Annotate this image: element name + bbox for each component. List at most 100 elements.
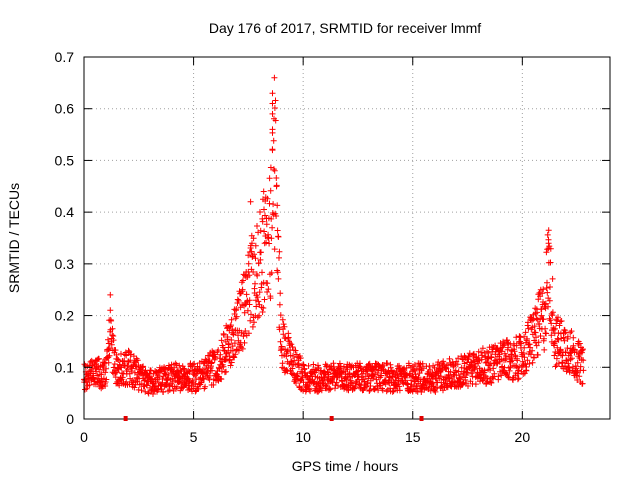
data-point	[498, 372, 505, 379]
data-point	[555, 336, 562, 343]
data-point	[202, 356, 209, 363]
data-point	[466, 353, 472, 360]
data-point	[218, 376, 225, 383]
data-point	[264, 289, 271, 295]
data-point	[333, 379, 340, 386]
data-point	[254, 223, 260, 229]
data-point	[339, 369, 345, 376]
data-point	[564, 333, 571, 340]
data-point	[220, 344, 227, 351]
data-point	[257, 256, 264, 263]
data-point	[459, 380, 466, 387]
data-point	[123, 352, 130, 359]
data-point	[112, 347, 119, 354]
data-point	[123, 378, 130, 385]
data-point	[487, 360, 494, 367]
data-point	[562, 329, 569, 336]
data-point	[277, 312, 284, 319]
data-point	[134, 357, 141, 364]
data-point	[531, 323, 538, 330]
data-point	[249, 323, 256, 330]
data-point	[102, 369, 109, 376]
data-point	[229, 347, 236, 354]
data-point	[156, 373, 163, 380]
data-point	[215, 347, 222, 354]
data-point	[518, 340, 525, 347]
data-point	[273, 175, 280, 181]
grid-lines	[84, 57, 610, 419]
data-point	[139, 364, 146, 371]
data-point	[271, 74, 278, 81]
data-point	[268, 235, 275, 242]
data-point	[384, 360, 391, 367]
data-point	[245, 330, 252, 337]
y-tick-label: 0.3	[55, 256, 75, 272]
data-point	[228, 337, 235, 343]
data-point	[541, 335, 547, 342]
data-point	[543, 285, 550, 291]
data-point	[440, 358, 447, 365]
x-tick-label: 10	[295, 429, 311, 445]
data-point	[127, 357, 134, 364]
data-point	[180, 365, 187, 372]
data-point	[527, 351, 534, 358]
data-point	[541, 346, 548, 353]
data-point	[526, 360, 533, 367]
data-point	[267, 187, 274, 194]
data-point	[549, 309, 556, 316]
data-point	[394, 372, 401, 379]
data-point	[544, 246, 551, 253]
data-point	[246, 297, 253, 304]
data-point	[221, 347, 228, 354]
data-points	[81, 74, 587, 397]
data-point	[129, 365, 136, 372]
data-point	[507, 364, 514, 370]
data-point	[83, 385, 90, 392]
data-point	[464, 369, 471, 376]
data-point	[484, 348, 490, 355]
data-point	[115, 357, 122, 363]
data-point	[235, 347, 242, 354]
data-point	[420, 365, 427, 372]
data-point	[538, 312, 545, 319]
data-gap-marker	[419, 416, 424, 421]
data-point	[107, 291, 114, 298]
data-point	[261, 228, 268, 235]
data-point	[109, 325, 116, 332]
data-point	[118, 350, 124, 357]
data-point	[238, 329, 245, 336]
data-point	[435, 359, 442, 366]
x-tick-label: 20	[515, 429, 531, 445]
data-point	[113, 351, 120, 358]
data-point	[540, 316, 547, 323]
data-point	[110, 337, 117, 344]
y-axis-label: SRMTID / TECUs	[6, 183, 22, 293]
data-point	[577, 363, 584, 370]
data-point	[93, 368, 99, 375]
data-point	[324, 362, 330, 369]
data-point	[579, 347, 586, 354]
data-point	[244, 307, 251, 314]
data-point	[286, 340, 293, 347]
data-point	[537, 333, 544, 339]
data-point	[371, 386, 378, 393]
data-point	[462, 376, 469, 383]
data-point	[105, 336, 111, 343]
data-point	[533, 342, 540, 349]
data-point	[340, 363, 347, 370]
data-point	[432, 388, 439, 395]
data-point	[254, 272, 261, 279]
data-point	[475, 360, 482, 367]
data-point	[343, 376, 350, 383]
data-point	[297, 355, 304, 362]
data-point	[174, 383, 180, 390]
data-point	[547, 317, 554, 324]
data-point	[235, 332, 241, 339]
data-point	[472, 363, 479, 370]
data-point	[557, 346, 564, 353]
data-point	[511, 348, 518, 355]
data-point	[277, 338, 284, 345]
data-point	[271, 246, 278, 253]
data-point	[248, 311, 254, 318]
data-point	[272, 117, 279, 124]
